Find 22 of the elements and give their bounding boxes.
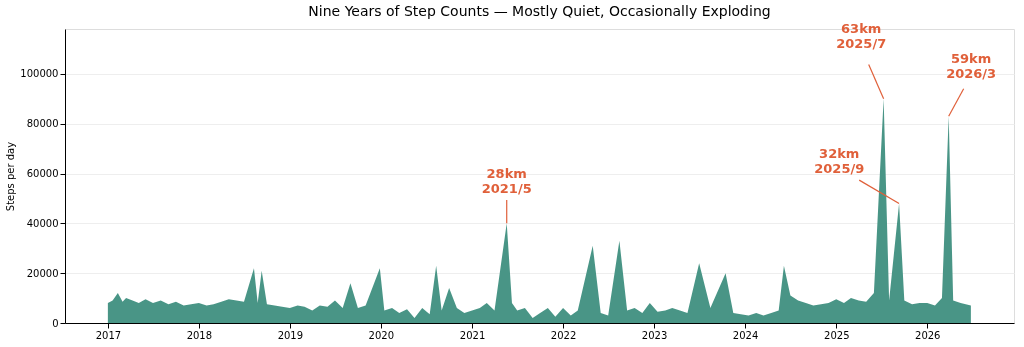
annotation: 63km 2025/7: [836, 21, 887, 52]
x-tick-label: 2025: [824, 329, 850, 341]
y-tick-label: 40000: [26, 217, 59, 229]
y-tick-label: 60000: [26, 168, 59, 180]
y-tick-label: 100000: [20, 68, 59, 80]
x-tick-label: 2017: [95, 329, 122, 341]
x-tick-label: 2024: [732, 329, 759, 341]
annotation: 59km 2026/3: [946, 51, 997, 82]
x-tick-label: 2023: [641, 329, 668, 341]
x-tick-label: 2022: [550, 329, 577, 341]
x-tick-label: 2020: [368, 329, 395, 341]
y-tick-label: 0: [52, 317, 59, 329]
chart-title: Nine Years of Step Counts — Mostly Quiet, Occasionally Exploding: [308, 3, 771, 20]
x-tick-label: 2019: [277, 329, 304, 341]
y-tick-label: 20000: [26, 267, 59, 279]
annotation: 32km 2025/9: [814, 146, 865, 177]
y-tick-label: 80000: [26, 118, 59, 130]
annotation: 28km 2021/5: [481, 165, 532, 196]
x-tick-label: 2021: [459, 329, 486, 341]
x-tick-label: 2018: [186, 329, 213, 341]
y-axis-title: Steps per day: [5, 141, 17, 212]
x-tick-label: 2026: [915, 329, 941, 341]
